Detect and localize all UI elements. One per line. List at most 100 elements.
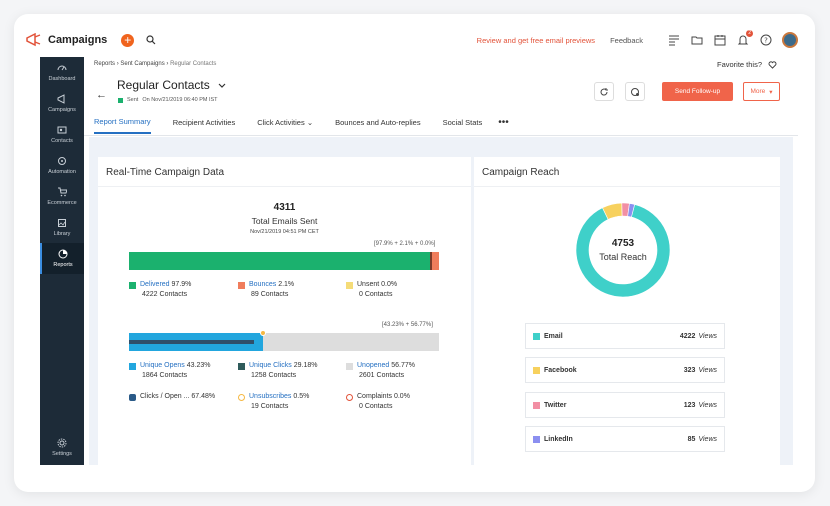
legend-sub: 1864 Contacts (142, 372, 188, 379)
legend-bounces[interactable]: Bounces 2.1% 89 Contacts (238, 281, 295, 298)
breadcrumb-sent-campaigns[interactable]: Sent Campaigns (120, 61, 165, 67)
heart-icon[interactable] (768, 60, 777, 69)
more-dropdown[interactable]: More ▾ (743, 82, 780, 101)
top-bar: Campaigns + Review and get free email pr… (26, 24, 798, 56)
search-icon[interactable] (146, 35, 156, 45)
channel-linkedin[interactable]: LinkedIn 85 Views (525, 426, 725, 452)
calendar-icon[interactable] (713, 34, 726, 47)
create-button[interactable]: + (121, 33, 135, 47)
app-name: Campaigns (48, 34, 108, 46)
bounces-segment[interactable] (432, 252, 439, 270)
app-logo[interactable]: Campaigns (26, 33, 107, 47)
sidebar-item-reports[interactable]: Reports (40, 243, 84, 274)
more-tabs-icon[interactable]: ••• (498, 117, 509, 128)
channel-views: 123 (683, 401, 696, 409)
campaign-title: Regular Contacts (117, 78, 210, 92)
legend-unsubscribes[interactable]: Unsubscribes 0.5% 19 Contacts (238, 393, 309, 410)
delivered-swatch (129, 282, 136, 289)
legend-complaints[interactable]: Complaints 0.0% 0 Contacts (346, 393, 410, 410)
legend-label: Bounces (249, 281, 277, 288)
email-preview-promo-link[interactable]: Review and get free email previews (476, 35, 596, 45)
tab-recipient-activities[interactable]: Recipient Activities (172, 118, 236, 127)
back-arrow-icon[interactable]: ← (96, 89, 107, 101)
tab-click-activities[interactable]: Click Activities ⌄ (257, 118, 313, 133)
library-icon (58, 219, 66, 227)
legend-unique-clicks[interactable]: Unique Clicks 29.18% 1258 Contacts (238, 362, 318, 379)
chevron-down-icon[interactable] (218, 83, 226, 88)
legend-clicks-per-open[interactable]: Clicks / Open ... 67.48% (129, 393, 215, 401)
sidebar-item-label: Reports (53, 262, 73, 268)
delivered-segment[interactable] (129, 252, 431, 270)
complaint-icon (346, 394, 353, 401)
sidebar-item-label: Settings (52, 451, 72, 457)
channel-twitter[interactable]: Twitter 123 Views (525, 392, 725, 418)
reach-title: Campaign Reach (482, 167, 560, 178)
legend-unopened[interactable]: Unopened 56.77% 2601 Contacts (346, 362, 416, 379)
sidebar-item-label: Ecommerce (47, 200, 77, 206)
sidebar-item-automation[interactable]: Automation (40, 150, 84, 181)
sidebar-item-library[interactable]: Library (40, 212, 84, 243)
sidebar-item-settings[interactable]: Settings (40, 432, 84, 463)
legend-pct: 56.77% (391, 362, 416, 369)
more-label: More (750, 88, 766, 95)
bell-icon[interactable]: 2 (736, 29, 753, 47)
channel-facebook[interactable]: Facebook 323 Views (525, 357, 725, 383)
refresh-button[interactable] (594, 82, 614, 101)
sidebar-item-contacts[interactable]: Contacts (40, 119, 84, 150)
share-report-button[interactable] (625, 82, 645, 101)
donut-slice-linkedin[interactable] (627, 203, 635, 218)
help-icon[interactable]: ? (759, 34, 772, 47)
channel-name: LinkedIn (544, 435, 573, 443)
page-title[interactable]: Regular Contacts (117, 78, 226, 92)
user-avatar[interactable] (782, 32, 798, 48)
report-content: Real-Time Campaign Data 4311 Total Email… (89, 137, 793, 465)
unopened-swatch (346, 363, 353, 370)
reach-donut-chart[interactable] (568, 195, 678, 305)
cart-icon (58, 187, 67, 197)
tab-bounces[interactable]: Bounces and Auto-replies (335, 118, 421, 127)
svg-text:?: ? (764, 37, 768, 45)
legend-unique-opens[interactable]: Unique Opens 43.23% 1864 Contacts (129, 362, 211, 379)
folder-icon[interactable] (690, 34, 703, 47)
tab-social-stats[interactable]: Social Stats (442, 118, 483, 127)
legend-delivered[interactable]: Delivered 97.9% 4222 Contacts (129, 281, 191, 298)
sidebar-item-dashboard[interactable]: Dashboard (40, 57, 84, 88)
sidebar: Dashboard Campaigns Contacts Automation … (40, 57, 84, 465)
chevron-down-icon: ⌄ (306, 118, 314, 127)
refresh-icon (600, 87, 608, 95)
send-follow-up-button[interactable]: Send Follow-up (662, 82, 733, 101)
list-view-icon[interactable] (667, 34, 680, 47)
breadcrumb-current: Regular Contacts (170, 61, 217, 67)
delivery-bar[interactable] (129, 252, 439, 270)
delivery-percent-note: [97.9% + 2.1% + 0.0%] (374, 241, 436, 247)
legend-unsent[interactable]: Unsent 0.0% 0 Contacts (346, 281, 397, 298)
status-label: Sent (127, 97, 139, 103)
legend-pct: 43.23% (186, 362, 211, 369)
clicks-segment[interactable] (129, 340, 254, 344)
channel-email[interactable]: Email 4222 Views (525, 323, 725, 349)
sidebar-item-campaigns[interactable]: Campaigns (40, 88, 84, 119)
facebook-swatch (533, 366, 540, 374)
views-label: Views (698, 435, 717, 443)
legend-label: Unsent (357, 281, 380, 288)
realtime-title: Real-Time Campaign Data (106, 167, 225, 178)
legend-pct: 67.48% (191, 393, 216, 400)
tab-report-summary[interactable]: Report Summary (94, 117, 151, 134)
sidebar-item-ecommerce[interactable]: Ecommerce (40, 181, 84, 212)
opens-segment[interactable] (129, 330, 266, 351)
linkedin-swatch (533, 435, 540, 443)
breadcrumb-reports[interactable]: Reports (94, 61, 116, 67)
engagement-bar[interactable] (129, 330, 439, 351)
campaign-reach-panel: Campaign Reach 4753 Total Reach Email 42… (474, 157, 780, 465)
status-indicator (118, 97, 123, 103)
channel-views: 4222 (679, 332, 696, 340)
unsubscribe-icon (238, 394, 245, 401)
donut-slice-email[interactable] (575, 204, 671, 298)
total-reach-label: Total Reach (599, 252, 647, 262)
breadcrumb-separator: › (166, 61, 171, 67)
favorite-toggle[interactable]: Favorite this? (717, 60, 777, 69)
legend-label: Unique Clicks (249, 362, 292, 369)
feedback-link[interactable]: Feedback (610, 35, 643, 45)
legend-pct: 2.1% (278, 281, 295, 288)
legend-pct: 0.0% (393, 393, 410, 400)
